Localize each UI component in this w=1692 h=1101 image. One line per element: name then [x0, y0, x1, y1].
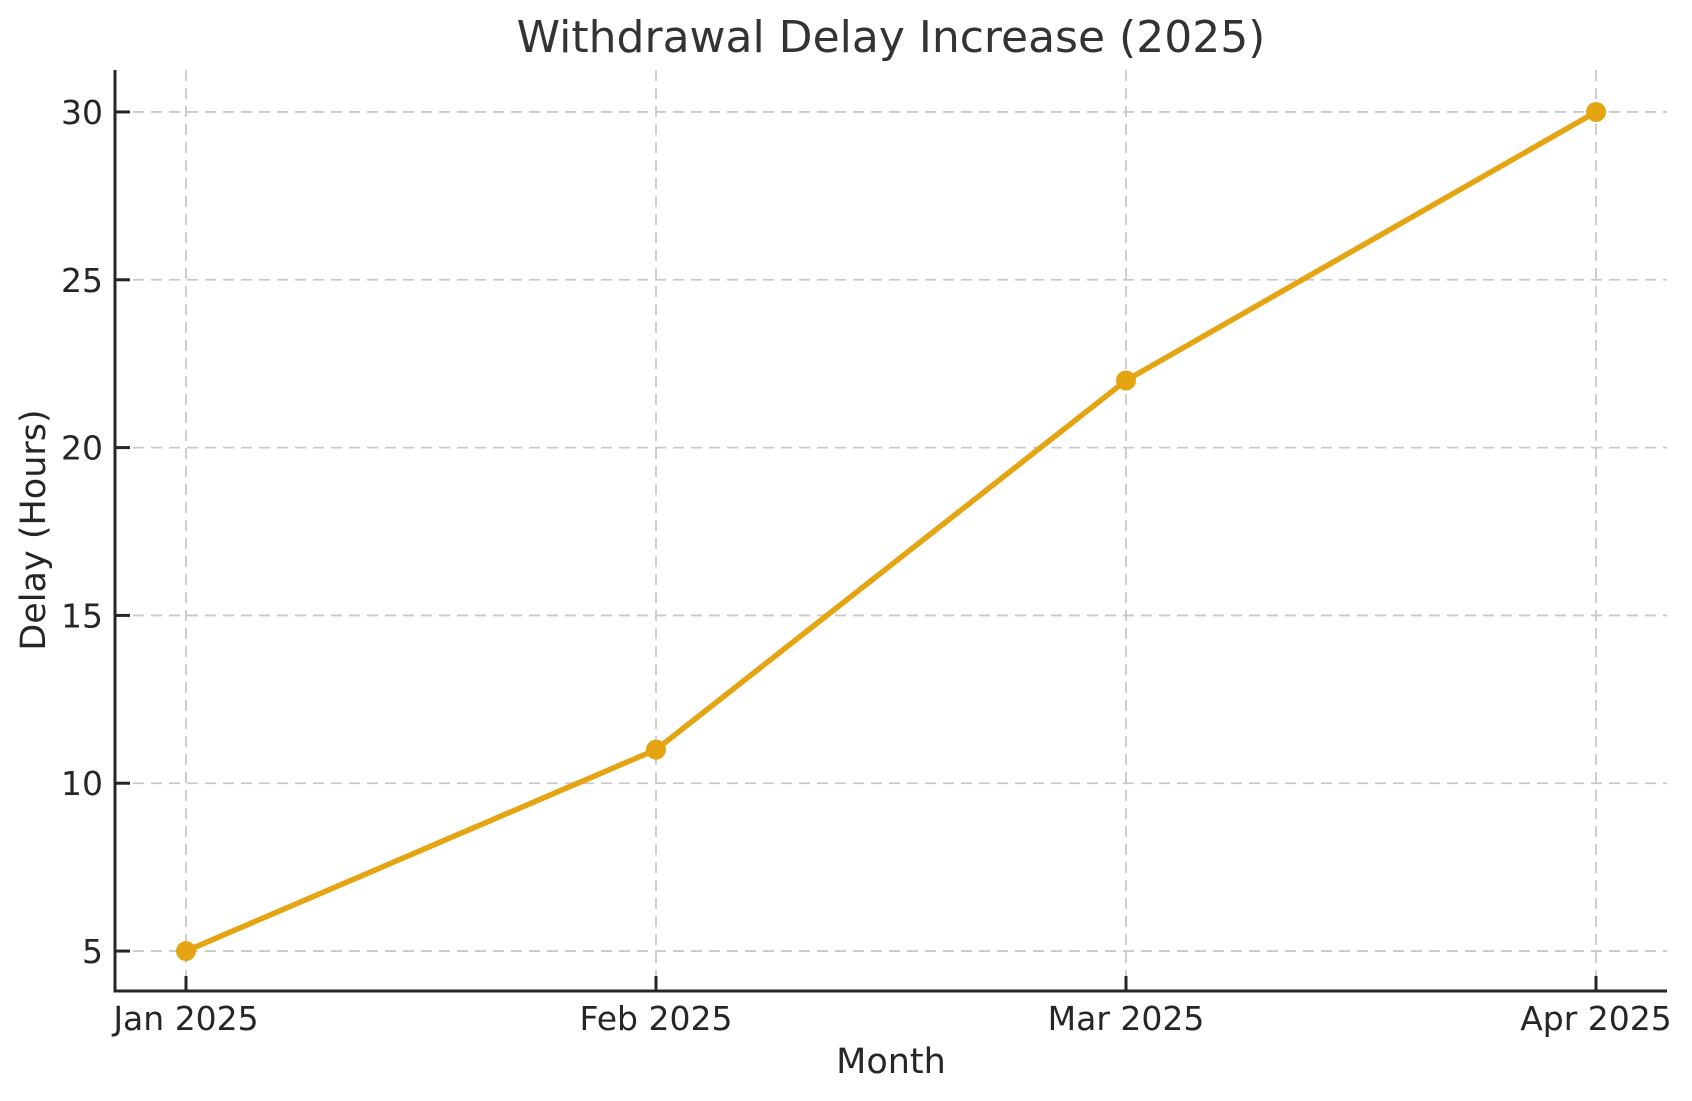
y-tick-label-0: 5: [82, 932, 103, 971]
y-tick-label-3: 20: [61, 429, 103, 468]
x-axis-label: Month: [836, 1042, 946, 1082]
data-point-2: [1116, 370, 1136, 391]
y-axis-label: Delay (Hours): [14, 409, 54, 651]
x-tick-label-1: Feb 2025: [580, 999, 733, 1038]
y-tick-label-5: 30: [61, 93, 103, 132]
y-tick-label-2: 15: [61, 596, 103, 635]
x-tick-label-3: Apr 2025: [1520, 999, 1672, 1038]
y-tick-label-1: 10: [61, 764, 103, 803]
x-tick-label-2: Mar 2025: [1048, 999, 1205, 1038]
chart-title: Withdrawal Delay Increase (2025): [516, 12, 1266, 63]
data-point-1: [646, 739, 666, 760]
data-point-0: [176, 941, 196, 962]
x-tick-label-0: Jan 2025: [111, 999, 258, 1038]
y-tick-label-4: 25: [61, 261, 103, 300]
delay-line-series-0: [184, 109, 1598, 954]
data-point-3: [1586, 101, 1606, 122]
